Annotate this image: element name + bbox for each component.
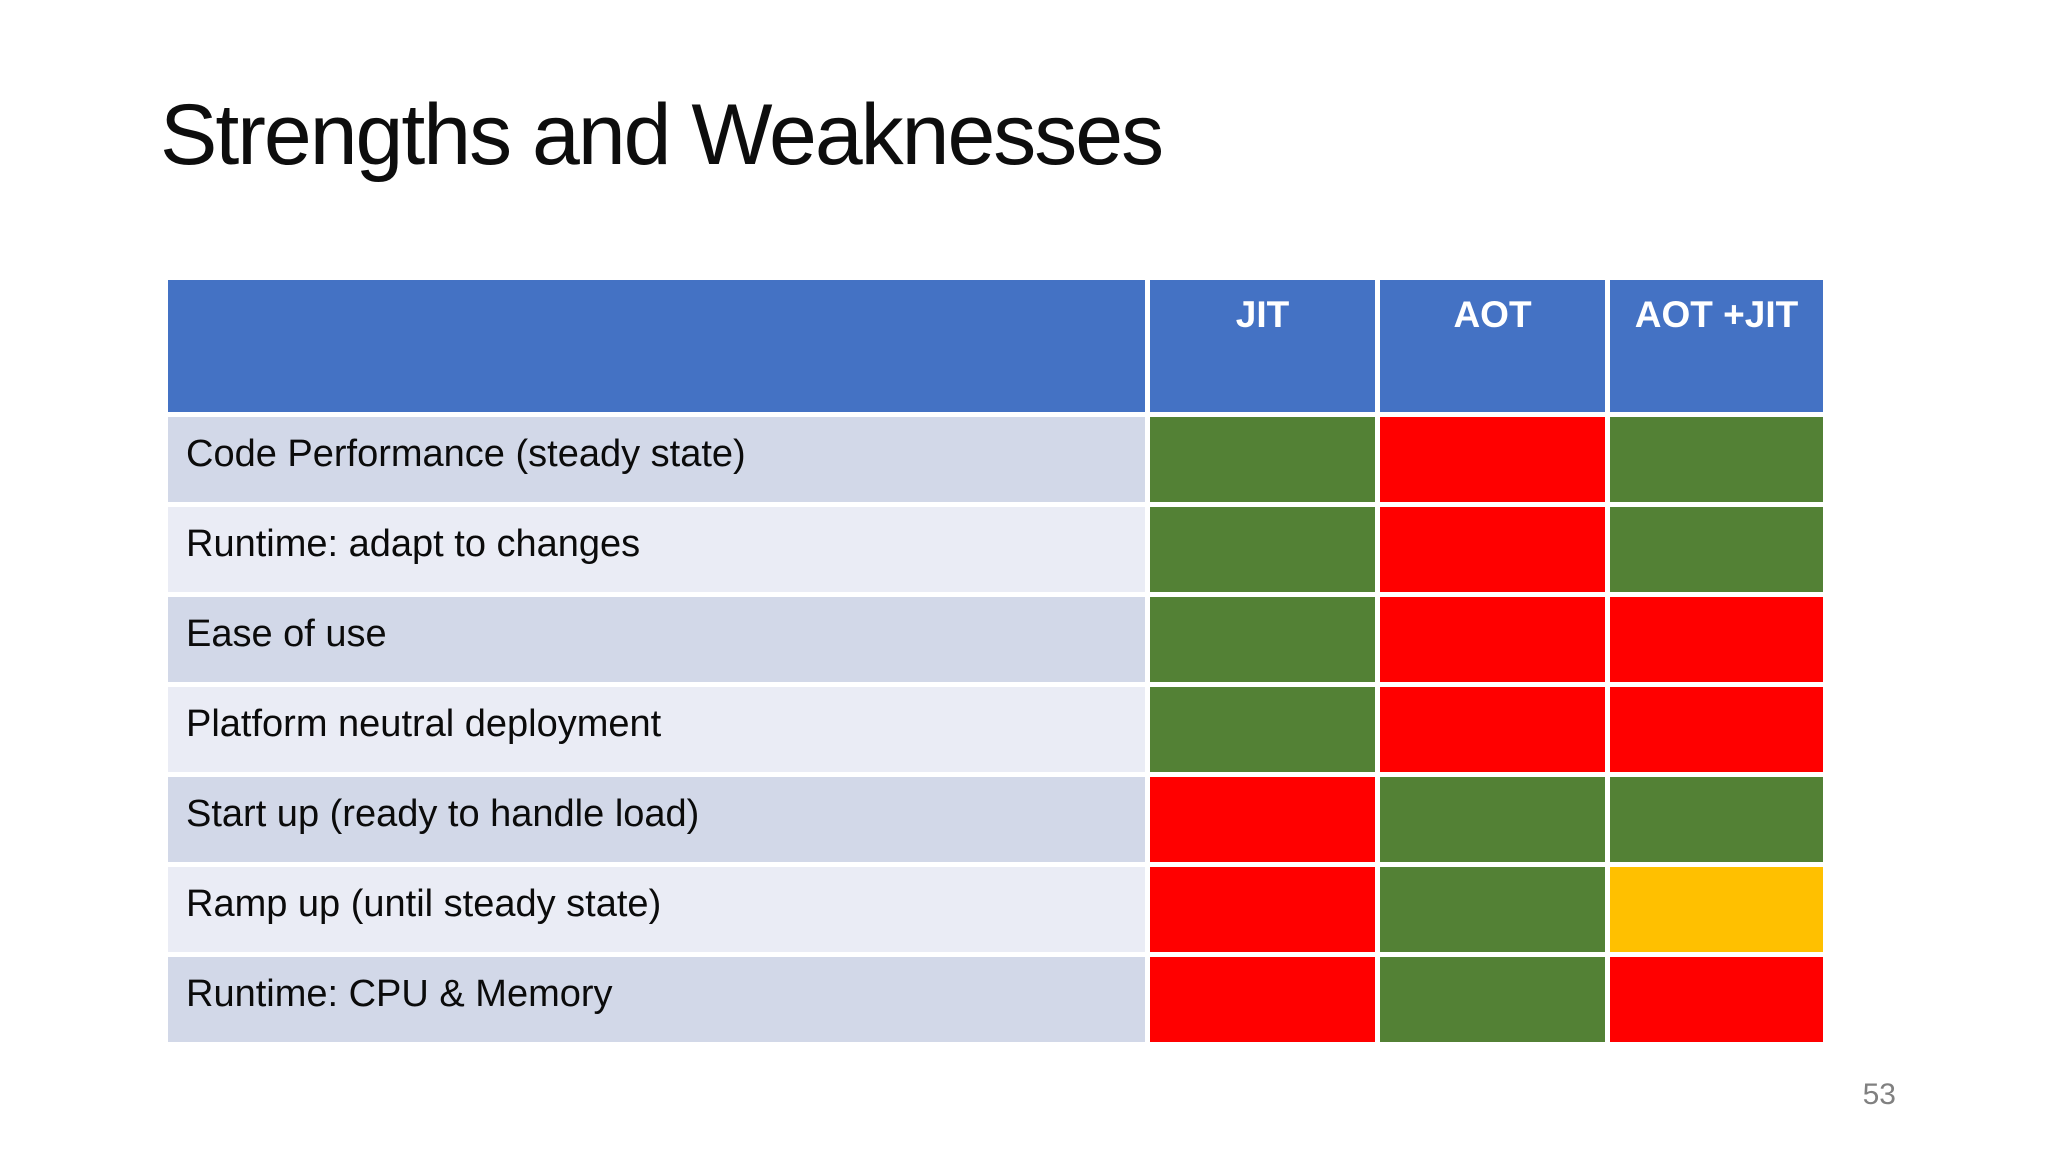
comparison-table: JIT AOT AOT +JIT Code Performance (stead…	[168, 280, 1823, 1042]
rating-cell	[1150, 867, 1375, 952]
page-number: 53	[1862, 1078, 1896, 1111]
rating-cell	[1380, 507, 1605, 592]
rating-cell	[1610, 957, 1823, 1042]
rating-cell	[1610, 687, 1823, 772]
rating-cell	[1150, 417, 1375, 502]
rating-cell	[1150, 507, 1375, 592]
rating-cell	[1610, 417, 1823, 502]
row-label: Runtime: adapt to changes	[168, 507, 1145, 592]
row-label: Start up (ready to handle load)	[168, 777, 1145, 862]
rating-cell	[1610, 507, 1823, 592]
row-label: Code Performance (steady state)	[168, 417, 1145, 502]
rating-cell	[1380, 417, 1605, 502]
rating-cell	[1380, 867, 1605, 952]
rating-cell	[1150, 957, 1375, 1042]
slide-title: Strengths and Weaknesses	[160, 87, 1164, 183]
rating-cell	[1380, 687, 1605, 772]
rating-cell	[1380, 957, 1605, 1042]
column-header-aot-jit: AOT +JIT	[1610, 280, 1823, 412]
row-label: Runtime: CPU & Memory	[168, 957, 1145, 1042]
column-header-aot: AOT	[1380, 280, 1605, 412]
rating-cell	[1380, 597, 1605, 682]
rating-cell	[1610, 867, 1823, 952]
row-label: Ramp up (until steady state)	[168, 867, 1145, 952]
rating-cell	[1150, 777, 1375, 862]
rating-cell	[1610, 777, 1823, 862]
row-label: Ease of use	[168, 597, 1145, 682]
row-label: Platform neutral deployment	[168, 687, 1145, 772]
column-header-jit: JIT	[1150, 280, 1375, 412]
rating-cell	[1380, 777, 1605, 862]
header-corner-cell	[168, 280, 1145, 412]
rating-cell	[1610, 597, 1823, 682]
rating-cell	[1150, 687, 1375, 772]
rating-cell	[1150, 597, 1375, 682]
